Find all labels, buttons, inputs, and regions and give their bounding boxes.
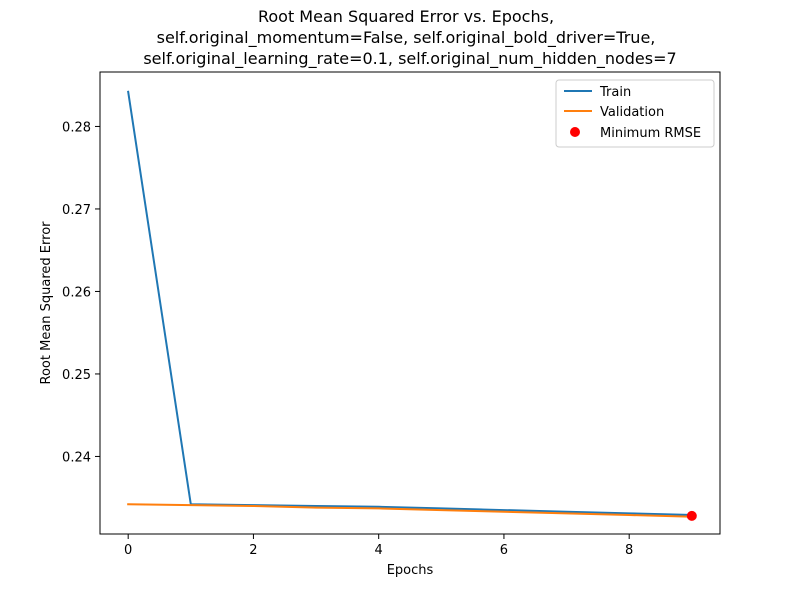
y-tick-label: 0.28	[62, 120, 91, 135]
y-tick-label: 0.27	[62, 203, 91, 218]
x-axis-ticks: 0 2 4 6 8	[124, 534, 633, 558]
series-lines	[127, 90, 693, 518]
chart-title-line-1: Root Mean Squared Error vs. Epochs,	[258, 7, 554, 26]
x-tick-label: 6	[500, 543, 508, 558]
x-tick-label: 0	[124, 543, 132, 558]
legend-minimum-label: Minimum RMSE	[600, 126, 701, 141]
x-tick-label: 2	[249, 543, 257, 558]
legend-validation-label: Validation	[600, 105, 664, 120]
y-tick-label: 0.26	[62, 285, 91, 300]
legend-train-label: Train	[599, 85, 631, 100]
legend-minimum-swatch	[570, 127, 580, 137]
x-axis-label: Epochs	[387, 563, 434, 578]
x-tick-label: 4	[375, 543, 383, 558]
minimum-marker-group	[686, 510, 697, 521]
x-tick-label: 8	[625, 543, 633, 558]
series-line-validation	[127, 503, 693, 518]
legend: Train Validation Minimum RMSE	[555, 79, 715, 148]
plot-area: 0 2 4 6 8 0.24 0.25 0.26 0.27 0.28	[62, 71, 721, 558]
y-axis-label: Root Mean Squared Error	[39, 221, 54, 385]
legend-box	[555, 79, 715, 148]
y-axis-ticks: 0.24 0.25 0.26 0.27 0.28	[62, 120, 100, 465]
chart-title-line-3: self.original_learning_rate=0.1, self.or…	[143, 49, 676, 69]
chart-title-line-2: self.original_momentum=False, self.origi…	[157, 28, 656, 48]
y-tick-label: 0.24	[62, 450, 91, 465]
y-tick-label: 0.25	[62, 368, 91, 383]
plot-frame	[99, 71, 721, 535]
minimum-rmse-point	[686, 510, 697, 521]
